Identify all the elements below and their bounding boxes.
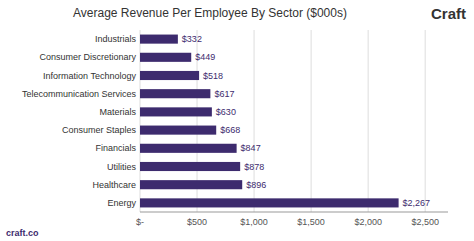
chart: Average Revenue Per Employee By Sector (…: [0, 0, 474, 241]
data-label: $847: [241, 143, 261, 153]
bars: [140, 35, 399, 208]
bar: [140, 71, 199, 80]
bar: [140, 126, 216, 135]
y-tick-label: Information Technology: [43, 71, 136, 81]
x-tick-label: $2,500: [411, 217, 439, 227]
y-tick-label: Industrials: [95, 34, 137, 44]
data-label: $617: [214, 89, 234, 99]
y-tick-label: Utilities: [107, 162, 137, 172]
y-tick-label: Telecommunication Services: [22, 89, 137, 99]
x-tick-label: $500: [187, 217, 207, 227]
grid-line: [311, 30, 312, 212]
y-tick-label: Materials: [99, 107, 136, 117]
data-label: $332: [182, 34, 202, 44]
y-tick-label: Financials: [95, 143, 136, 153]
bar: [140, 162, 240, 171]
data-label: $630: [216, 107, 236, 117]
x-tick-label: $1,000: [240, 217, 268, 227]
brand-label: Craft: [431, 5, 466, 22]
grid: [140, 30, 425, 212]
bar: [140, 107, 212, 116]
x-tick-label: $-: [136, 217, 144, 227]
x-tick-label: $1,500: [297, 217, 325, 227]
x-axis-line: [140, 212, 448, 213]
watermark: craft.co: [6, 228, 39, 238]
y-tick-label: Consumer Discretionary: [39, 52, 136, 62]
x-tick-label: $2,000: [354, 217, 382, 227]
data-label: $896: [246, 180, 266, 190]
data-label: $668: [220, 125, 240, 135]
bar: [140, 89, 210, 98]
grid-line: [368, 30, 369, 212]
bar: [140, 180, 242, 189]
data-label: $449: [195, 52, 215, 62]
data-label: $878: [244, 162, 264, 172]
y-tick-label: Healthcare: [92, 180, 136, 190]
y-tick-label: Energy: [107, 198, 136, 208]
bar: [140, 35, 178, 44]
grid-line: [425, 30, 426, 212]
data-label: $518: [203, 71, 223, 81]
bar: [140, 53, 191, 62]
title: Average Revenue Per Employee By Sector (…: [73, 6, 347, 20]
y-tick-label: Consumer Staples: [62, 125, 137, 135]
bar: [140, 144, 237, 153]
data-label: $2,267: [403, 198, 431, 208]
bar: [140, 198, 399, 207]
